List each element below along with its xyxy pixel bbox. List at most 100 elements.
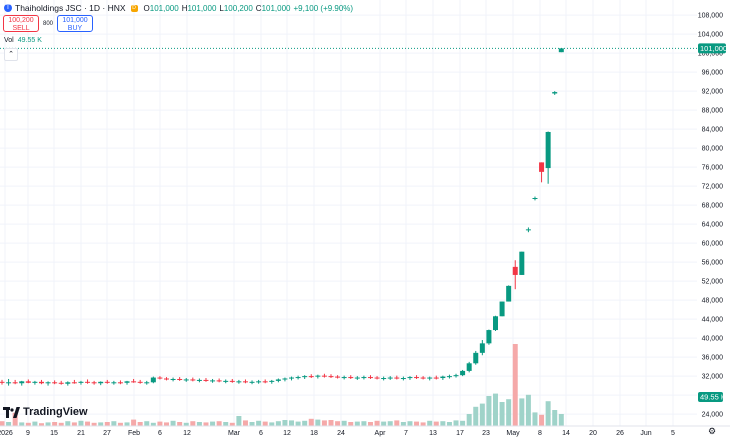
time-tick-label: 23 — [482, 430, 490, 437]
candle-body — [539, 162, 545, 172]
volume-bar — [506, 399, 512, 426]
candle-body — [223, 380, 229, 382]
candle-body — [282, 378, 288, 380]
candle-body — [440, 376, 446, 379]
candle-body — [512, 266, 518, 275]
volume-bar — [177, 422, 183, 426]
candle-body — [157, 377, 163, 379]
time-tick-label: 18 — [310, 430, 318, 437]
symbol-legend[interactable]: T Thaiholdings JSC · 1D · HNX D O101,000… — [4, 3, 353, 13]
candle — [499, 301, 505, 317]
time-tick-label: 12 — [283, 430, 291, 437]
symbol-logo-icon: T — [4, 4, 12, 12]
chevron-up-icon: ⌃ — [8, 51, 14, 58]
volume-bar — [65, 421, 71, 426]
time-tick-label: 9 — [26, 430, 30, 437]
time-tick-label: 14 — [562, 430, 570, 437]
time-tick-label: May — [506, 430, 520, 437]
volume-bar — [460, 420, 466, 426]
candle-body — [381, 378, 387, 380]
ohlc-low: L100,200 — [219, 3, 253, 13]
candle-body — [460, 370, 466, 376]
price-marker-text: 101,000 — [700, 44, 727, 53]
candle-body — [525, 229, 531, 231]
candle-body — [144, 382, 150, 384]
candle-body — [117, 382, 123, 384]
volume-bar — [512, 344, 518, 426]
price-tick-label: 72,000 — [702, 184, 724, 191]
volume-bar — [242, 420, 248, 426]
volume-legend[interactable]: Vol 49.55 K — [4, 37, 42, 44]
ohlc-high: H101,000 — [181, 3, 217, 13]
candle-body — [532, 198, 538, 199]
time-tick-label: Jun — [640, 430, 651, 437]
candle — [335, 375, 341, 379]
candle — [157, 376, 163, 380]
sell-button[interactable]: 100,200 SELL — [3, 15, 39, 32]
volume-bar — [216, 421, 222, 426]
candle — [45, 381, 51, 386]
candle — [52, 380, 58, 385]
candle-body — [25, 381, 31, 383]
volume-bar — [210, 421, 216, 426]
candle — [275, 378, 281, 383]
candle — [104, 379, 110, 384]
ohlc-close: C101,000 — [255, 3, 291, 13]
candle-body — [65, 382, 71, 384]
volume-bar — [91, 422, 97, 426]
candle — [519, 251, 525, 275]
candle — [552, 91, 558, 95]
candle — [131, 378, 137, 383]
candle — [387, 376, 393, 380]
candle-body — [196, 379, 202, 381]
volume-bar — [289, 420, 295, 426]
tradingview-logo-icon — [3, 406, 20, 418]
volume-bar — [295, 421, 301, 426]
volume-bar — [361, 421, 367, 426]
candle-body — [420, 377, 426, 379]
candle — [262, 379, 268, 384]
candle — [289, 376, 295, 381]
candle-body — [262, 381, 268, 383]
candle-body — [170, 378, 176, 380]
candle — [242, 379, 248, 384]
candle — [295, 375, 301, 380]
candle — [512, 260, 518, 290]
buy-button[interactable]: 101,000 BUY — [57, 15, 93, 32]
tradingview-logo[interactable]: TradingView — [3, 406, 88, 418]
volume-bar — [486, 396, 492, 426]
spread-value: 800 — [43, 21, 54, 27]
volume-bar — [78, 420, 84, 426]
candle-body — [486, 330, 492, 344]
candle — [525, 227, 531, 233]
candle — [282, 377, 288, 382]
candle — [144, 380, 150, 385]
candle-body — [269, 380, 275, 382]
settings-gear-icon[interactable]: ⚙ — [707, 426, 717, 436]
volume-bar — [38, 423, 44, 426]
candle — [177, 377, 183, 381]
candle-body — [374, 377, 380, 379]
candle — [32, 380, 38, 385]
symbol-title[interactable]: Thaiholdings JSC · 1D · HNX — [15, 3, 126, 13]
candle-body — [236, 381, 242, 383]
candle-body — [38, 381, 44, 384]
ohlc-open: O101,000 — [143, 3, 179, 13]
collapse-legend-button[interactable]: ⌃ — [4, 48, 18, 61]
volume-bar — [249, 422, 255, 426]
candle — [400, 376, 406, 381]
candle-body — [289, 377, 295, 379]
candle-body — [275, 379, 281, 381]
candle — [473, 350, 479, 365]
candle-body — [499, 301, 505, 317]
candle — [348, 375, 354, 379]
volume-bar — [302, 420, 308, 426]
candle — [196, 378, 202, 383]
candle — [229, 378, 235, 383]
candle-body — [321, 375, 327, 377]
volume-bar — [308, 418, 314, 426]
volume-bar — [348, 422, 354, 426]
candle — [381, 376, 387, 381]
candle — [545, 131, 551, 184]
